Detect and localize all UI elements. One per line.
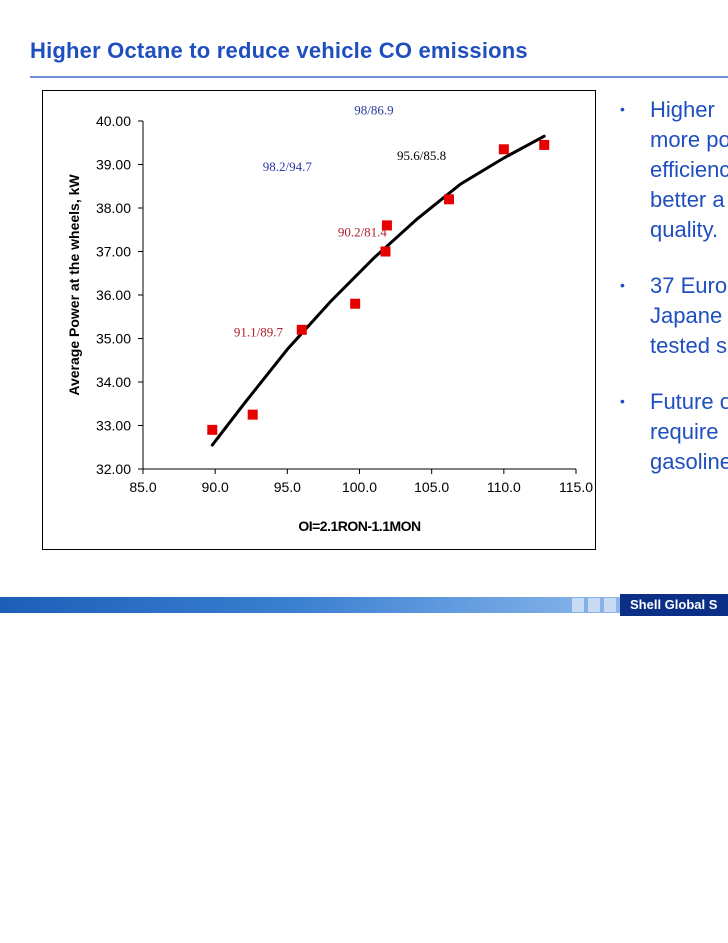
x-tick-label: 85.0 [129,479,156,495]
x-tick-label: 100.0 [342,479,377,495]
footer-square [588,598,600,612]
bullet-line: more po [650,127,728,152]
bullet-dot: • [620,393,625,409]
y-tick-label: 32.00 [96,461,131,477]
x-tick-label: 95.0 [274,479,301,495]
y-tick-label: 33.00 [96,418,131,434]
data-point [380,246,391,257]
bullet-line: require [650,419,719,444]
bullet-line: tested s [650,333,728,358]
x-tick-label: 90.0 [202,479,229,495]
data-point [381,220,392,231]
point-annotation: 95.6/85.8 [397,148,446,163]
point-annotation: 91.1/89.7 [234,324,284,339]
footer-square [572,598,584,612]
bullet-line: gasoline [650,449,728,474]
bullet-line: quality. [650,217,719,242]
title-rule [30,76,728,78]
bullet-item: • 37 Euro Japane tested s [620,271,728,361]
data-point [443,194,454,205]
footer-logo: Shell Global S [620,594,728,616]
y-tick-label: 38.00 [96,200,131,216]
x-axis-label: OI=2.1RON-1.1MON [298,518,421,534]
data-point [207,424,218,435]
data-point [350,298,361,309]
point-annotation: 98/86.9 [354,102,393,117]
bullet-list: • Higher more po efficienc better a quality. •… [620,95,728,503]
bullet-line: 37 Euro [650,273,728,298]
y-tick-label: 37.00 [96,244,131,260]
bullet-item: • Higher more po efficienc better a quality. [620,95,728,245]
y-axis-label: Average Power at the wheels, kW [66,174,82,396]
point-annotation: 90.2/81.4 [338,224,388,239]
bullet-dot: • [620,101,625,117]
footer-bar [0,597,728,613]
data-point [498,144,509,155]
bullet-line: better a [650,187,725,212]
y-tick-label: 36.00 [96,287,131,303]
data-point [539,139,550,150]
bullet-dot: • [620,277,625,293]
bullet-line: Japane [650,303,723,328]
data-point [296,324,307,335]
bullet-line: efficienc [650,157,728,182]
data-point [247,409,258,420]
y-tick-label: 40.00 [96,113,131,129]
x-tick-label: 115.0 [559,479,593,495]
footer-square [604,598,616,612]
y-tick-label: 35.00 [96,331,131,347]
trend-line [210,134,546,447]
x-tick-label: 110.0 [487,479,521,495]
bullet-line: Future o [650,389,728,414]
bullet-line: Higher [650,97,715,122]
point-annotation: 98.2/94.7 [263,159,313,174]
bullet-item: • Future o require gasoline [620,387,728,477]
y-tick-label: 34.00 [96,374,131,390]
y-tick-label: 39.00 [96,157,131,173]
scatter-chart: 32.00 33.00 34.00 35.00 36.00 37.00 38.00 39.00… [66,102,593,534]
slide-title: Higher Octane to reduce vehicle CO emiss… [30,38,528,63]
chart-frame: 32.00 33.00 34.00 35.00 36.00 37.00 38.00 39.00… [42,90,596,550]
x-tick-label: 105.0 [414,479,449,495]
